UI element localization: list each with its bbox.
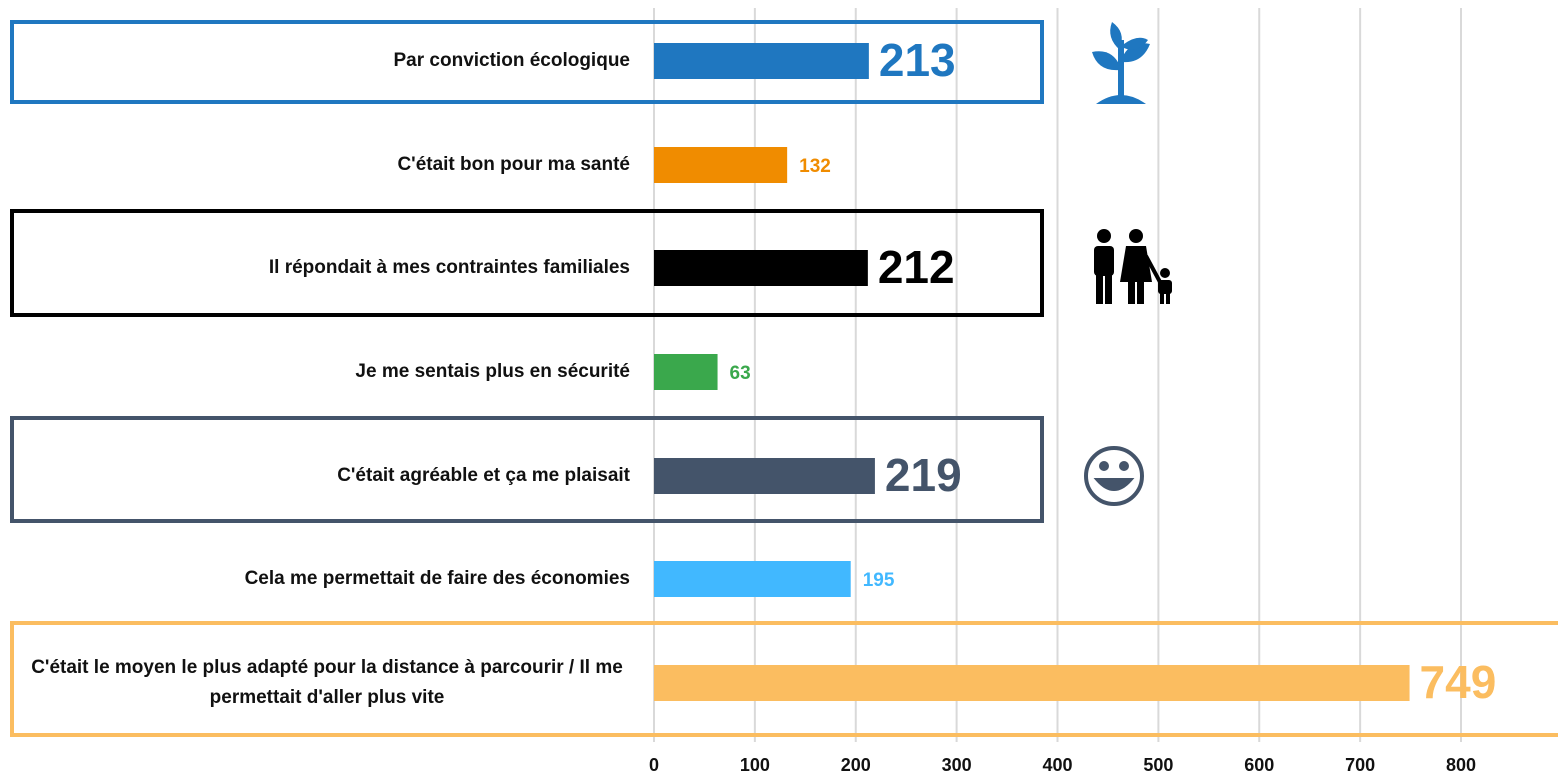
- value-label: 219: [885, 449, 962, 501]
- category-label: C'était agréable et ça me plaisait: [337, 465, 630, 486]
- category-label: C'était bon pour ma santé: [397, 154, 630, 175]
- bar: [654, 354, 718, 390]
- x-tick-label: 300: [942, 755, 972, 775]
- category-label: Il répondait à mes contraintes familiale…: [268, 257, 630, 278]
- value-label: 212: [878, 241, 955, 293]
- category-label: Cela me permettait de faire des économie…: [244, 568, 630, 589]
- x-tick-label: 400: [1042, 755, 1072, 775]
- highlight-box: [10, 20, 1044, 104]
- x-tick-label: 0: [649, 755, 659, 775]
- x-tick-label: 700: [1345, 755, 1375, 775]
- value-label: 132: [799, 156, 831, 177]
- value-label: 213: [879, 34, 956, 86]
- x-tick-label: 600: [1244, 755, 1274, 775]
- x-tick-label: 100: [740, 755, 770, 775]
- category-label: Par conviction écologique: [393, 50, 631, 71]
- highlight-box: [10, 416, 1044, 523]
- highlight-box: [10, 209, 1044, 317]
- family-icon: [1094, 229, 1172, 304]
- bar: [654, 458, 875, 494]
- bar: [654, 250, 868, 286]
- highlight-box: [10, 621, 1558, 737]
- value-label: 195: [863, 570, 895, 591]
- x-tick-label: 800: [1446, 755, 1476, 775]
- category-label: Je me sentais plus en sécurité: [355, 361, 630, 382]
- value-label: 749: [1420, 656, 1497, 708]
- bar: [654, 665, 1410, 701]
- x-tick-label: 500: [1143, 755, 1173, 775]
- smiley-icon: [1084, 446, 1144, 506]
- category-label: C'était le moyen le plus adapté pour la …: [31, 657, 623, 708]
- bar: [654, 147, 788, 183]
- x-tick-label: 200: [841, 755, 871, 775]
- value-label: 63: [730, 363, 751, 384]
- plant-icon: [1092, 22, 1150, 104]
- bar: [654, 43, 869, 79]
- bar: [654, 561, 851, 597]
